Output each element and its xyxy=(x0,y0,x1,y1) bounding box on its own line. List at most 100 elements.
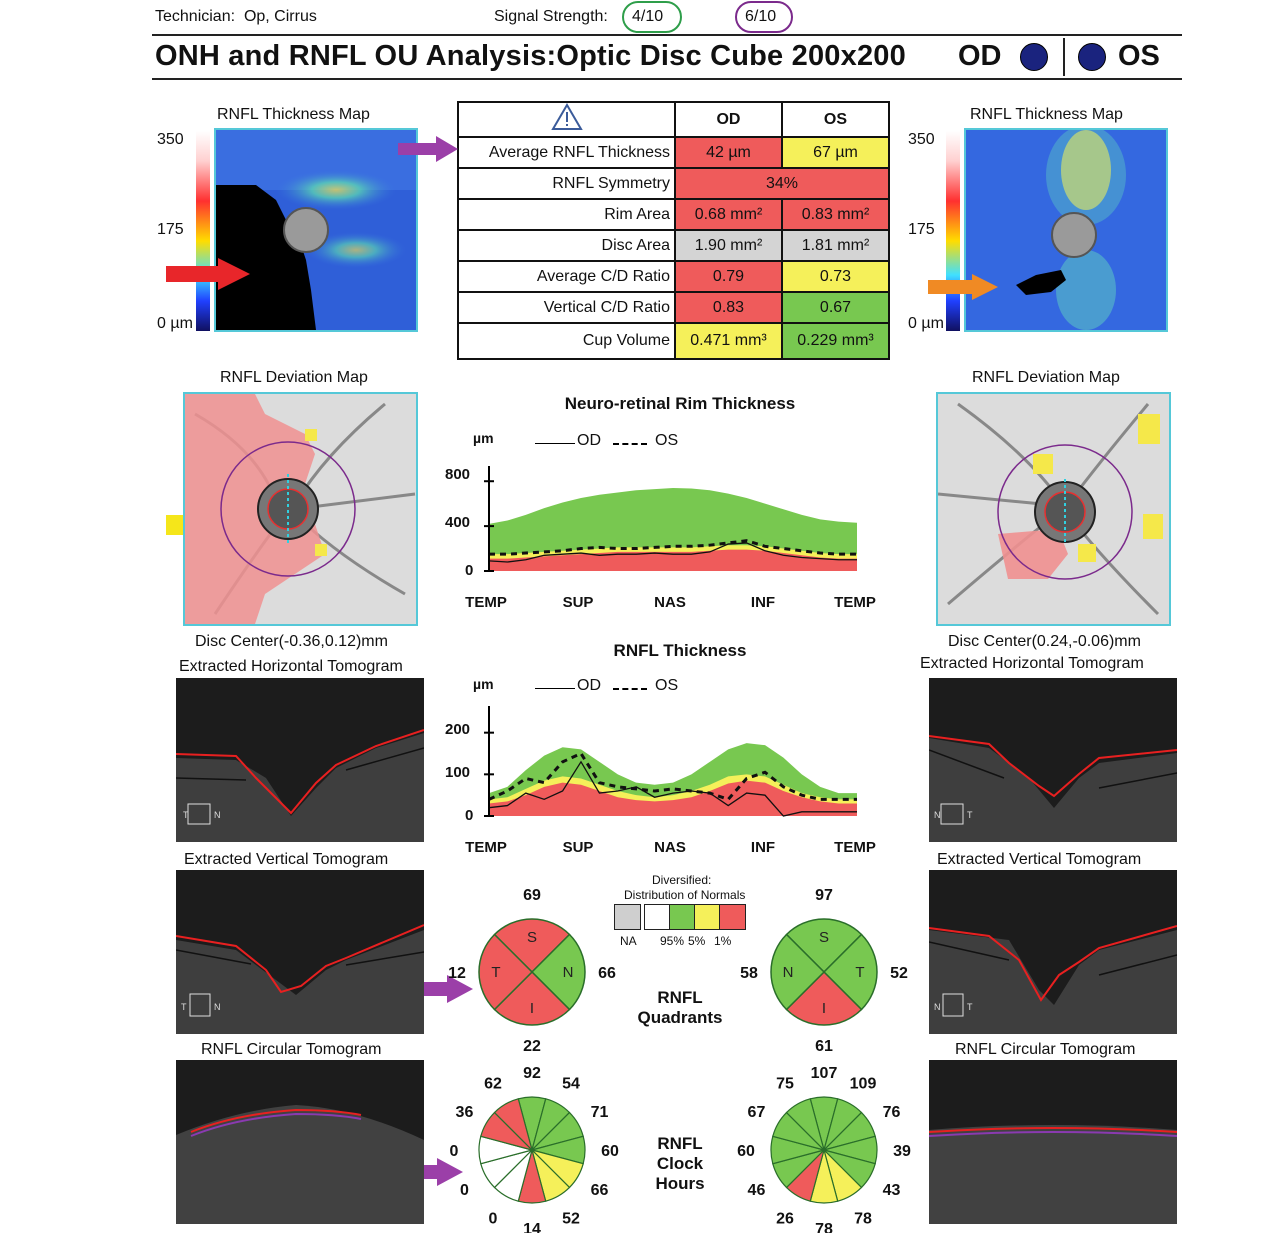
legend-label-na: NA xyxy=(620,934,637,948)
legend-swatch-red xyxy=(719,904,746,930)
orient-label: T xyxy=(967,810,973,820)
clock-hour-value: 60 xyxy=(737,1143,755,1160)
clock-hour-value: 62 xyxy=(484,1075,502,1092)
quadrant-letter: I xyxy=(530,1000,534,1017)
avg-cd-os: 0.73 xyxy=(780,260,891,293)
os-thickness-map xyxy=(964,128,1168,332)
od-thickness-map-title: RNFL Thickness Map xyxy=(217,106,370,123)
orient-label: N xyxy=(214,1002,221,1012)
clock-hour-value: 54 xyxy=(562,1075,580,1092)
clock-sector xyxy=(493,1098,534,1153)
clock-hour-value: 0 xyxy=(460,1182,469,1199)
row-label: Rim Area xyxy=(457,198,676,231)
table-row: Vertical C/D Ratio 0.83 0.67 xyxy=(457,291,891,324)
rnfl-xtick: SUP xyxy=(562,839,594,856)
col-header-od: OD xyxy=(674,101,783,138)
table-row: Average RNFL Thickness 42 µm 67 µm xyxy=(457,136,891,169)
clock-hour-value: 36 xyxy=(456,1104,474,1121)
table-row: RNFL Symmetry 34% xyxy=(457,167,890,200)
technician-label: Technician: Op, Cirrus xyxy=(155,8,317,25)
quadrant-letter: N xyxy=(783,964,794,981)
technician-value: Op, Cirrus xyxy=(243,8,317,25)
quadrant-sector xyxy=(785,970,863,1026)
clock-hour-value: 76 xyxy=(883,1104,901,1121)
clock-hour-value: 71 xyxy=(591,1104,609,1121)
os-disc-center: Disc Center(0.24,-0.06)mm xyxy=(948,633,1141,650)
eye-divider xyxy=(1063,38,1065,76)
legend-title-2: Distribution of Normals xyxy=(624,888,746,902)
rim-ytick-0: 0 xyxy=(465,562,474,579)
rim-ylabel: µm xyxy=(473,430,494,446)
od-horizontal-tomogram: T N xyxy=(176,678,424,842)
od-clock-hours-chart: 92 54 71 60 66 52 14 0 0 0 36 62 xyxy=(450,1065,619,1233)
rnfl-chart-title: RNFL Thickness xyxy=(613,641,747,660)
legend-od-label: OD xyxy=(577,432,601,449)
legend-swatch-na xyxy=(614,904,641,930)
od-color-scale xyxy=(196,131,210,331)
od-horizontal-tomo-title: Extracted Horizontal Tomogram xyxy=(179,658,403,675)
os-label: OS xyxy=(1118,40,1160,72)
signal-os-ring xyxy=(735,1,793,33)
signal-strength-od: 4/10 xyxy=(632,8,664,25)
row-label: Average C/D Ratio xyxy=(457,260,676,293)
quadrant-letter: N xyxy=(563,964,574,981)
clock-hour-value: 78 xyxy=(815,1221,833,1233)
legend-swatch-yellow xyxy=(694,904,721,930)
od-disc-center: Disc Center(-0.36,0.12)mm xyxy=(195,633,388,650)
rim-chart: µm OD OS 800 400 0 TEMP SUP NAS INF TEMP xyxy=(445,430,885,620)
os-scale-0: 0 µm xyxy=(908,315,944,332)
table-header-row: OD OS xyxy=(457,101,891,138)
quadrant-letter: S xyxy=(527,929,537,946)
os-quadrants-chart: S T I N 97 52 61 58 xyxy=(740,887,908,1055)
quadrant-letter: S xyxy=(819,929,829,946)
orient-label: N xyxy=(934,810,941,820)
rim-chart-title: Neuro-retinal Rim Thickness xyxy=(564,394,796,413)
orient-label: T xyxy=(967,1002,973,1012)
od-scale-175: 175 xyxy=(157,221,184,238)
od-vertical-tomo-title: Extracted Vertical Tomogram xyxy=(184,851,389,868)
row-label: Average RNFL Thickness xyxy=(457,136,676,169)
rim-area-os: 0.83 mm² xyxy=(780,198,891,231)
legend-label-95: 95% xyxy=(660,934,685,948)
rim-ytick-400: 400 xyxy=(445,514,471,531)
legend-label-5: 5% xyxy=(688,934,706,948)
os-scale-175: 175 xyxy=(908,221,935,238)
quadrant-value: 66 xyxy=(598,965,616,982)
series-line-os xyxy=(489,539,857,556)
rnfl-ytick-0: 0 xyxy=(465,807,474,824)
vert-cd-od: 0.83 xyxy=(674,291,783,324)
rim-ytick-800: 800 xyxy=(445,466,471,483)
clock-hour-value: 43 xyxy=(883,1182,901,1199)
legend-os-line xyxy=(613,443,647,445)
os-horizontal-tomo-title: Extracted Horizontal Tomogram xyxy=(920,655,1144,672)
clock-hour-value: 92 xyxy=(523,1065,541,1082)
od-deviation-title: RNFL Deviation Map xyxy=(220,369,368,386)
quadrant-value: 61 xyxy=(815,1038,833,1055)
series-line-os xyxy=(488,751,857,802)
rnfl-ytick-200: 200 xyxy=(445,721,471,738)
rim-xtick: NAS xyxy=(654,594,686,611)
warning-cell xyxy=(457,101,676,138)
clock-hour-value: 0 xyxy=(450,1143,459,1160)
cup-volume-od: 0.471 mm³ xyxy=(674,322,783,360)
disc-area-od: 1.90 mm² xyxy=(674,229,783,262)
summary-table: OD OS Average RNFL Thickness 42 µm 67 µm… xyxy=(457,101,891,360)
rnfl-xtick: NAS xyxy=(654,839,686,856)
os-vertical-tomo-title: Extracted Vertical Tomogram xyxy=(937,851,1142,868)
row-label: RNFL Symmetry xyxy=(457,167,676,200)
avg-rnfl-os: 67 µm xyxy=(780,136,891,169)
avg-cd-od: 0.79 xyxy=(674,260,783,293)
os-eye-dot xyxy=(1078,43,1106,71)
quadrant-sector xyxy=(530,933,586,1011)
quadrant-sector xyxy=(785,918,863,974)
os-circular-tomo-title: RNFL Circular Tomogram xyxy=(955,1041,1136,1058)
orient-label: T xyxy=(183,810,189,820)
orient-label: N xyxy=(934,1002,941,1012)
os-deviation-map xyxy=(936,392,1171,626)
clock-hour-value: 52 xyxy=(562,1211,580,1228)
avg-rnfl-od: 42 µm xyxy=(674,136,783,169)
rnfl-chart-svg xyxy=(484,706,857,817)
header-top-rule xyxy=(152,34,1182,36)
row-label: Disc Area xyxy=(457,229,676,262)
legend-od-label: OD xyxy=(577,677,601,694)
